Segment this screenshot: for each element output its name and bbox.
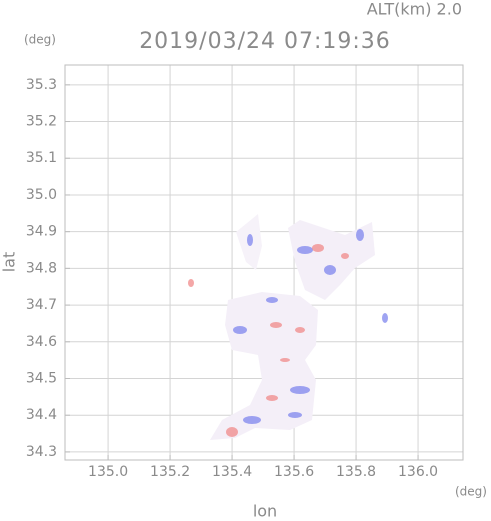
x-tick-label: 135.2: [150, 464, 190, 480]
x-tick-label: 135.4: [212, 464, 252, 480]
x-unit: (deg): [455, 485, 487, 499]
y-tick-label: 34.5: [26, 371, 57, 387]
y-tick-label: 35.2: [26, 114, 57, 130]
y-tick-label: 34.3: [26, 444, 57, 460]
y-tick-label: 34.4: [26, 407, 57, 423]
y-tick-label: 34.8: [26, 260, 57, 276]
plot-frame: [64, 64, 464, 461]
y-unit: (deg): [24, 33, 56, 47]
y-axis-label: lat: [0, 252, 19, 273]
y-tick-label: 35.0: [26, 187, 57, 203]
grid: [65, 65, 463, 460]
x-axis-label: lon: [253, 502, 277, 521]
chart-subtitle: ALT(km) 2.0: [367, 0, 462, 19]
y-tick-label: 34.9: [26, 224, 57, 240]
x-tick-label: 136.0: [398, 464, 438, 480]
y-tick-label: 35.1: [26, 150, 57, 166]
x-tick-label: 135.6: [274, 464, 314, 480]
y-tick-label: 34.7: [26, 297, 57, 313]
radar-echo: [188, 214, 388, 440]
y-tick-label: 35.3: [26, 77, 57, 93]
y-tick-label: 34.6: [26, 334, 57, 350]
chart-title: 2019/03/24 07:19:36: [139, 29, 391, 54]
x-tick-label: 135.0: [88, 464, 128, 480]
x-tick-label: 135.8: [336, 464, 376, 480]
